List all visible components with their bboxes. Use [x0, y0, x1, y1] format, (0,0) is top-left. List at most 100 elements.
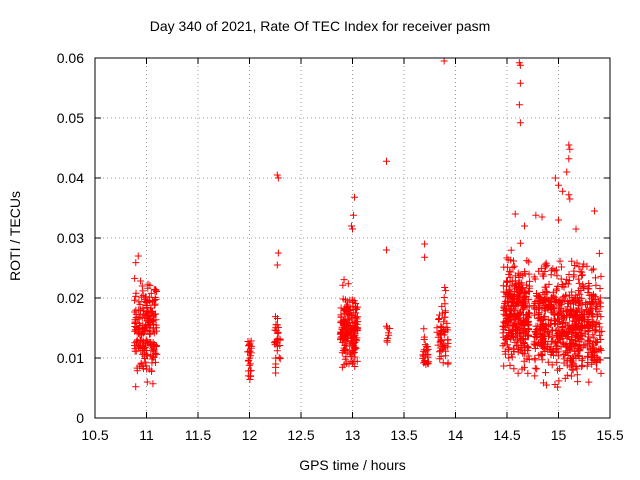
data-point — [344, 348, 352, 356]
data-point — [145, 365, 153, 373]
data-point — [596, 284, 604, 292]
data-point — [578, 268, 586, 276]
data-point — [146, 330, 154, 338]
data-point — [273, 171, 281, 179]
data-point — [570, 342, 578, 350]
data-point — [503, 298, 511, 306]
data-point — [516, 61, 524, 69]
data-point — [572, 336, 580, 344]
data-point — [148, 342, 156, 350]
data-point — [275, 354, 283, 362]
data-point — [247, 367, 255, 375]
data-point — [351, 300, 359, 308]
data-point — [557, 263, 565, 271]
data-point — [566, 195, 574, 203]
x-tick-labels: 10.5 11 11.5 12 12.5 13 13.5 14 14.5 15 15.5 — [81, 427, 623, 443]
data-point — [351, 193, 359, 201]
data-point — [420, 325, 428, 333]
data-point — [562, 341, 570, 349]
data-point — [544, 316, 552, 324]
data-point — [576, 290, 584, 298]
data-point — [153, 287, 161, 295]
data-point — [507, 246, 515, 254]
data-point — [540, 272, 548, 280]
data-point — [517, 298, 525, 306]
data-point — [596, 323, 604, 331]
data-point — [585, 339, 593, 347]
data-point — [526, 277, 534, 285]
data-point — [506, 311, 514, 319]
data-point — [523, 355, 531, 363]
data-point — [531, 341, 539, 349]
y-tick-label: 0 — [76, 410, 84, 426]
data-point — [563, 332, 571, 340]
data-point — [386, 325, 394, 333]
data-point — [532, 328, 540, 336]
data-point — [503, 341, 511, 349]
data-point — [597, 345, 605, 353]
data-point — [548, 333, 556, 341]
data-point — [541, 369, 549, 377]
data-point — [572, 363, 580, 371]
data-point — [563, 168, 571, 176]
data-point — [132, 383, 140, 391]
data-point — [140, 307, 148, 315]
data-point — [544, 358, 552, 366]
data-point — [588, 351, 596, 359]
data-point — [149, 380, 157, 388]
data-point — [385, 329, 393, 337]
data-point — [581, 341, 589, 349]
data-point — [589, 310, 597, 318]
data-point — [569, 296, 577, 304]
data-point — [593, 312, 601, 320]
data-point — [561, 331, 569, 339]
data-point — [535, 314, 543, 322]
data-point — [565, 191, 573, 199]
data-point — [338, 319, 346, 327]
data-point — [139, 344, 147, 352]
y-tick-label: 0.06 — [57, 50, 84, 66]
data-point — [340, 307, 348, 315]
data-point — [131, 274, 139, 282]
data-point — [521, 322, 529, 330]
data-point — [568, 334, 576, 342]
data-point — [532, 211, 540, 219]
data-point — [148, 359, 156, 367]
data-point — [547, 266, 555, 274]
data-point — [421, 253, 429, 261]
data-point — [276, 355, 284, 363]
data-point — [533, 292, 541, 300]
data-point — [343, 359, 351, 367]
data-point — [568, 359, 576, 367]
data-point — [590, 334, 598, 342]
data-point — [584, 324, 592, 332]
data-point — [538, 321, 546, 329]
data-point — [578, 361, 586, 369]
data-point — [558, 313, 566, 321]
data-point — [522, 281, 530, 289]
data-point — [131, 327, 139, 335]
data-point — [542, 381, 550, 389]
data-point — [511, 315, 519, 323]
data-point — [132, 306, 140, 314]
data-point — [143, 303, 151, 311]
data-point — [562, 347, 570, 355]
data-point — [134, 338, 142, 346]
data-point — [438, 302, 446, 310]
data-point — [597, 369, 605, 377]
data-point — [153, 350, 161, 358]
data-point — [139, 365, 147, 373]
data-point — [435, 316, 443, 324]
data-point — [141, 358, 149, 366]
data-point — [556, 257, 564, 265]
data-point — [133, 364, 141, 372]
data-point — [347, 357, 355, 365]
data-point — [131, 347, 139, 355]
data-point — [437, 331, 445, 339]
data-point — [440, 293, 448, 301]
data-point — [560, 355, 568, 363]
data-point — [515, 345, 523, 353]
data-point — [421, 240, 429, 248]
data-point — [573, 371, 581, 379]
